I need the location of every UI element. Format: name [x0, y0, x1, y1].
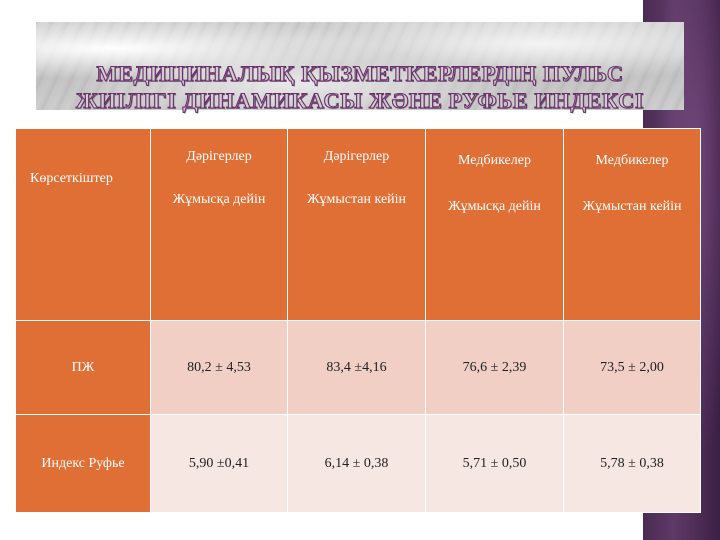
column-sub-label: Жұмысқа дейін [448, 199, 541, 214]
table-cell: 5,78 ± 0,38 [563, 414, 701, 513]
table-cell: 80,2 ± 4,53 [150, 320, 288, 415]
column-header: Дәрігерлер Жұмысқа дейін [150, 128, 288, 321]
row-label: Индекс Руфье [15, 414, 151, 513]
table-row: Индекс Руфье 5,90 ±0,41 6,14 ± 0,38 5,71… [15, 414, 701, 513]
column-header: Медбикелер Жұмыстан кейін [563, 128, 701, 321]
column-header: Дәрігерлер Жұмыстан кейін [287, 128, 426, 321]
table-row: ПЖ 80,2 ± 4,53 83,4 ±4,16 76,6 ± 2,39 73… [15, 320, 701, 415]
slide-title: МЕДИЦИНАЛЫҚ ҚЫЗМЕТКЕРЛЕРДІҢ ПУЛЬС ЖИІЛІГ… [36, 60, 684, 114]
table-corner-header: Көрсеткіштер [15, 128, 151, 321]
indicators-label: Көрсеткіштер [30, 171, 113, 186]
column-group-label: Дәрігерлер [186, 149, 252, 164]
table-header-row: Көрсеткіштер Дәрігерлер Жұмысқа дейін Дә… [15, 128, 701, 321]
table-cell: 6,14 ± 0,38 [287, 414, 426, 513]
column-group-label: Дәрігерлер [323, 149, 390, 164]
column-header: Медбикелер Жұмысқа дейін [425, 128, 564, 321]
table-cell: 76,6 ± 2,39 [425, 320, 564, 415]
slide-title-line-1: МЕДИЦИНАЛЫҚ ҚЫЗМЕТКЕРЛЕРДІҢ ПУЛЬС [96, 60, 624, 86]
column-group-label: Медбикелер [458, 153, 531, 168]
column-group-label: Медбикелер [595, 153, 669, 168]
row-label: ПЖ [15, 320, 151, 415]
table-cell: 5,90 ±0,41 [150, 414, 288, 513]
column-sub-label: Жұмыстан кейін [306, 192, 407, 207]
table-cell: 73,5 ± 2,00 [563, 320, 701, 415]
column-sub-label: Жұмыстан кейін [582, 199, 682, 214]
title-banner: МЕДИЦИНАЛЫҚ ҚЫЗМЕТКЕРЛЕРДІҢ ПУЛЬС ЖИІЛІГ… [36, 22, 684, 114]
table-cell: 5,71 ± 0,50 [425, 414, 564, 513]
data-table: Көрсеткіштер Дәрігерлер Жұмысқа дейін Дә… [15, 128, 701, 513]
column-sub-label: Жұмысқа дейін [172, 192, 266, 207]
slide-title-line-2: ЖИІЛІГІ ДИНАМИКАСЫ ЖӘНЕ РУФЬЕ ИНДЕКСІ [75, 87, 645, 113]
table-cell: 83,4 ±4,16 [287, 320, 426, 415]
